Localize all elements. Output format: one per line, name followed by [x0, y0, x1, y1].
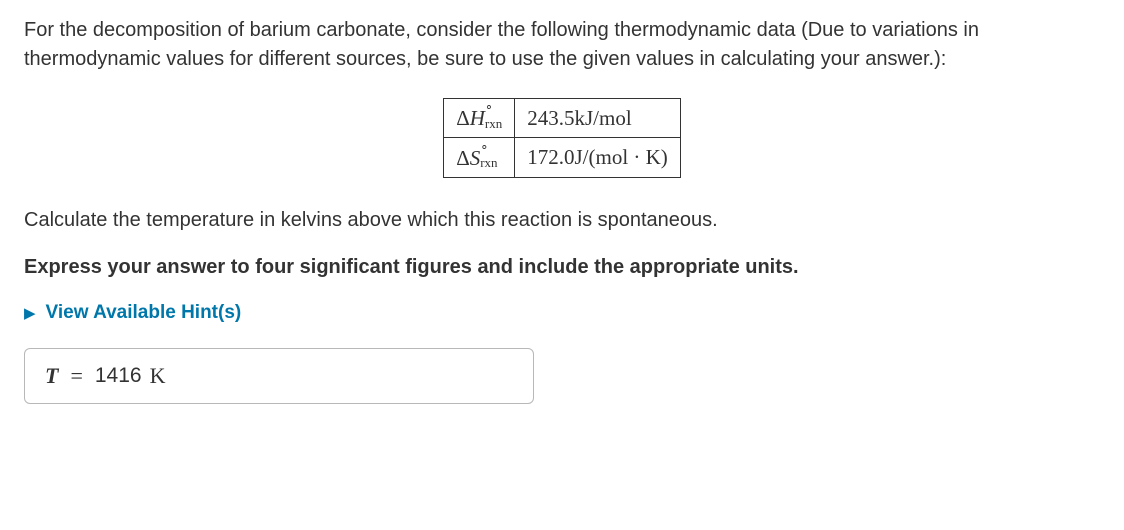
hints-label: View Available Hint(s): [46, 302, 242, 324]
enthalpy-label-cell: ΔH∘ rxn: [444, 99, 515, 138]
enthalpy-unit: kJ/mol: [574, 106, 631, 130]
thermo-data-table: ΔH∘rxn 243.5kJ/mol ΔS∘rxn 172.0J/(mol · …: [443, 98, 681, 178]
variable-s: S: [470, 146, 481, 170]
enthalpy-value: 243.5: [527, 106, 574, 130]
subscript-rxn: rxn: [480, 157, 497, 169]
view-hints-toggle[interactable]: ▶ View Available Hint(s): [24, 302, 241, 324]
delta-symbol: Δ: [456, 106, 470, 130]
caret-right-icon: ▶: [24, 304, 36, 322]
answer-unit: K: [150, 363, 166, 389]
enthalpy-value-cell: 243.5kJ/mol: [515, 99, 681, 138]
entropy-unit: J/(mol · K): [574, 145, 667, 169]
question-paragraph: Calculate the temperature in kelvins abo…: [24, 206, 1100, 235]
variable-h: H: [470, 106, 485, 130]
delta-symbol: Δ: [456, 146, 470, 170]
instruction-paragraph: Express your answer to four significant …: [24, 253, 1100, 282]
subscript-rxn: rxn: [485, 118, 502, 130]
table-row: ΔS∘ rxn 172.0J/(mol · K): [444, 138, 681, 177]
superscript-degree: ∘: [485, 101, 502, 113]
answer-input-box[interactable]: T = 1416 K: [24, 348, 534, 404]
table-row: ΔH∘ rxn 243.5kJ/mol: [444, 99, 681, 138]
equals-sign: =: [70, 363, 82, 389]
entropy-value: 172.0: [527, 145, 574, 169]
answer-value: 1416: [95, 364, 142, 388]
thermo-data-table-wrap: ΔH∘rxn 243.5kJ/mol ΔS∘rxn 172.0J/(mol · …: [24, 98, 1100, 178]
intro-paragraph: For the decomposition of barium carbonat…: [24, 16, 1100, 74]
entropy-label-cell: ΔS∘ rxn: [444, 138, 515, 177]
answer-variable: T: [45, 363, 58, 389]
entropy-value-cell: 172.0J/(mol · K): [515, 138, 681, 177]
superscript-degree: ∘: [480, 141, 497, 153]
